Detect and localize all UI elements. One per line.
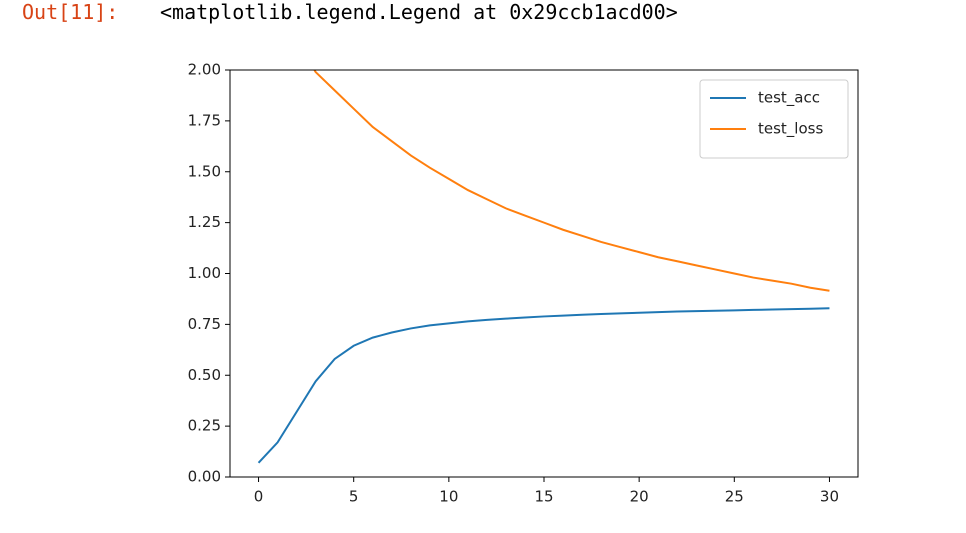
x-tick-label: 10: [439, 488, 458, 506]
y-tick-label: 0.25: [188, 417, 221, 435]
axes-frame: [229, 69, 859, 478]
y-tick-label: 1.25: [188, 213, 221, 231]
y-tick-label: 0.50: [188, 366, 221, 384]
plot-area: [257, 70, 830, 464]
x-tick-label: 20: [630, 488, 649, 506]
x-tick-label: 5: [349, 488, 359, 506]
y-tick-label: 0.00: [188, 468, 221, 486]
output-text: <matplotlib.legend.Legend at 0x29ccb1acd…: [160, 0, 678, 24]
x-tick-label: 15: [534, 488, 553, 506]
x-tick-label: 25: [725, 488, 744, 506]
legend-box: [699, 79, 849, 159]
y-tick-label: 1.50: [188, 162, 221, 180]
y-tick-label: 1.75: [188, 111, 221, 129]
x-tick-label: 0: [254, 488, 264, 506]
legend-label: test_acc: [758, 89, 820, 108]
y-tick-label: 2.00: [188, 61, 221, 79]
legend-label: test_loss: [758, 120, 823, 139]
line: [257, 307, 830, 464]
y-tick-label: 0.75: [188, 315, 221, 333]
y-tick-label: 1.00: [188, 264, 221, 282]
out-prompt: Out[11]:: [22, 0, 119, 24]
line: [313, 70, 830, 292]
x-tick-label: 30: [820, 488, 839, 506]
